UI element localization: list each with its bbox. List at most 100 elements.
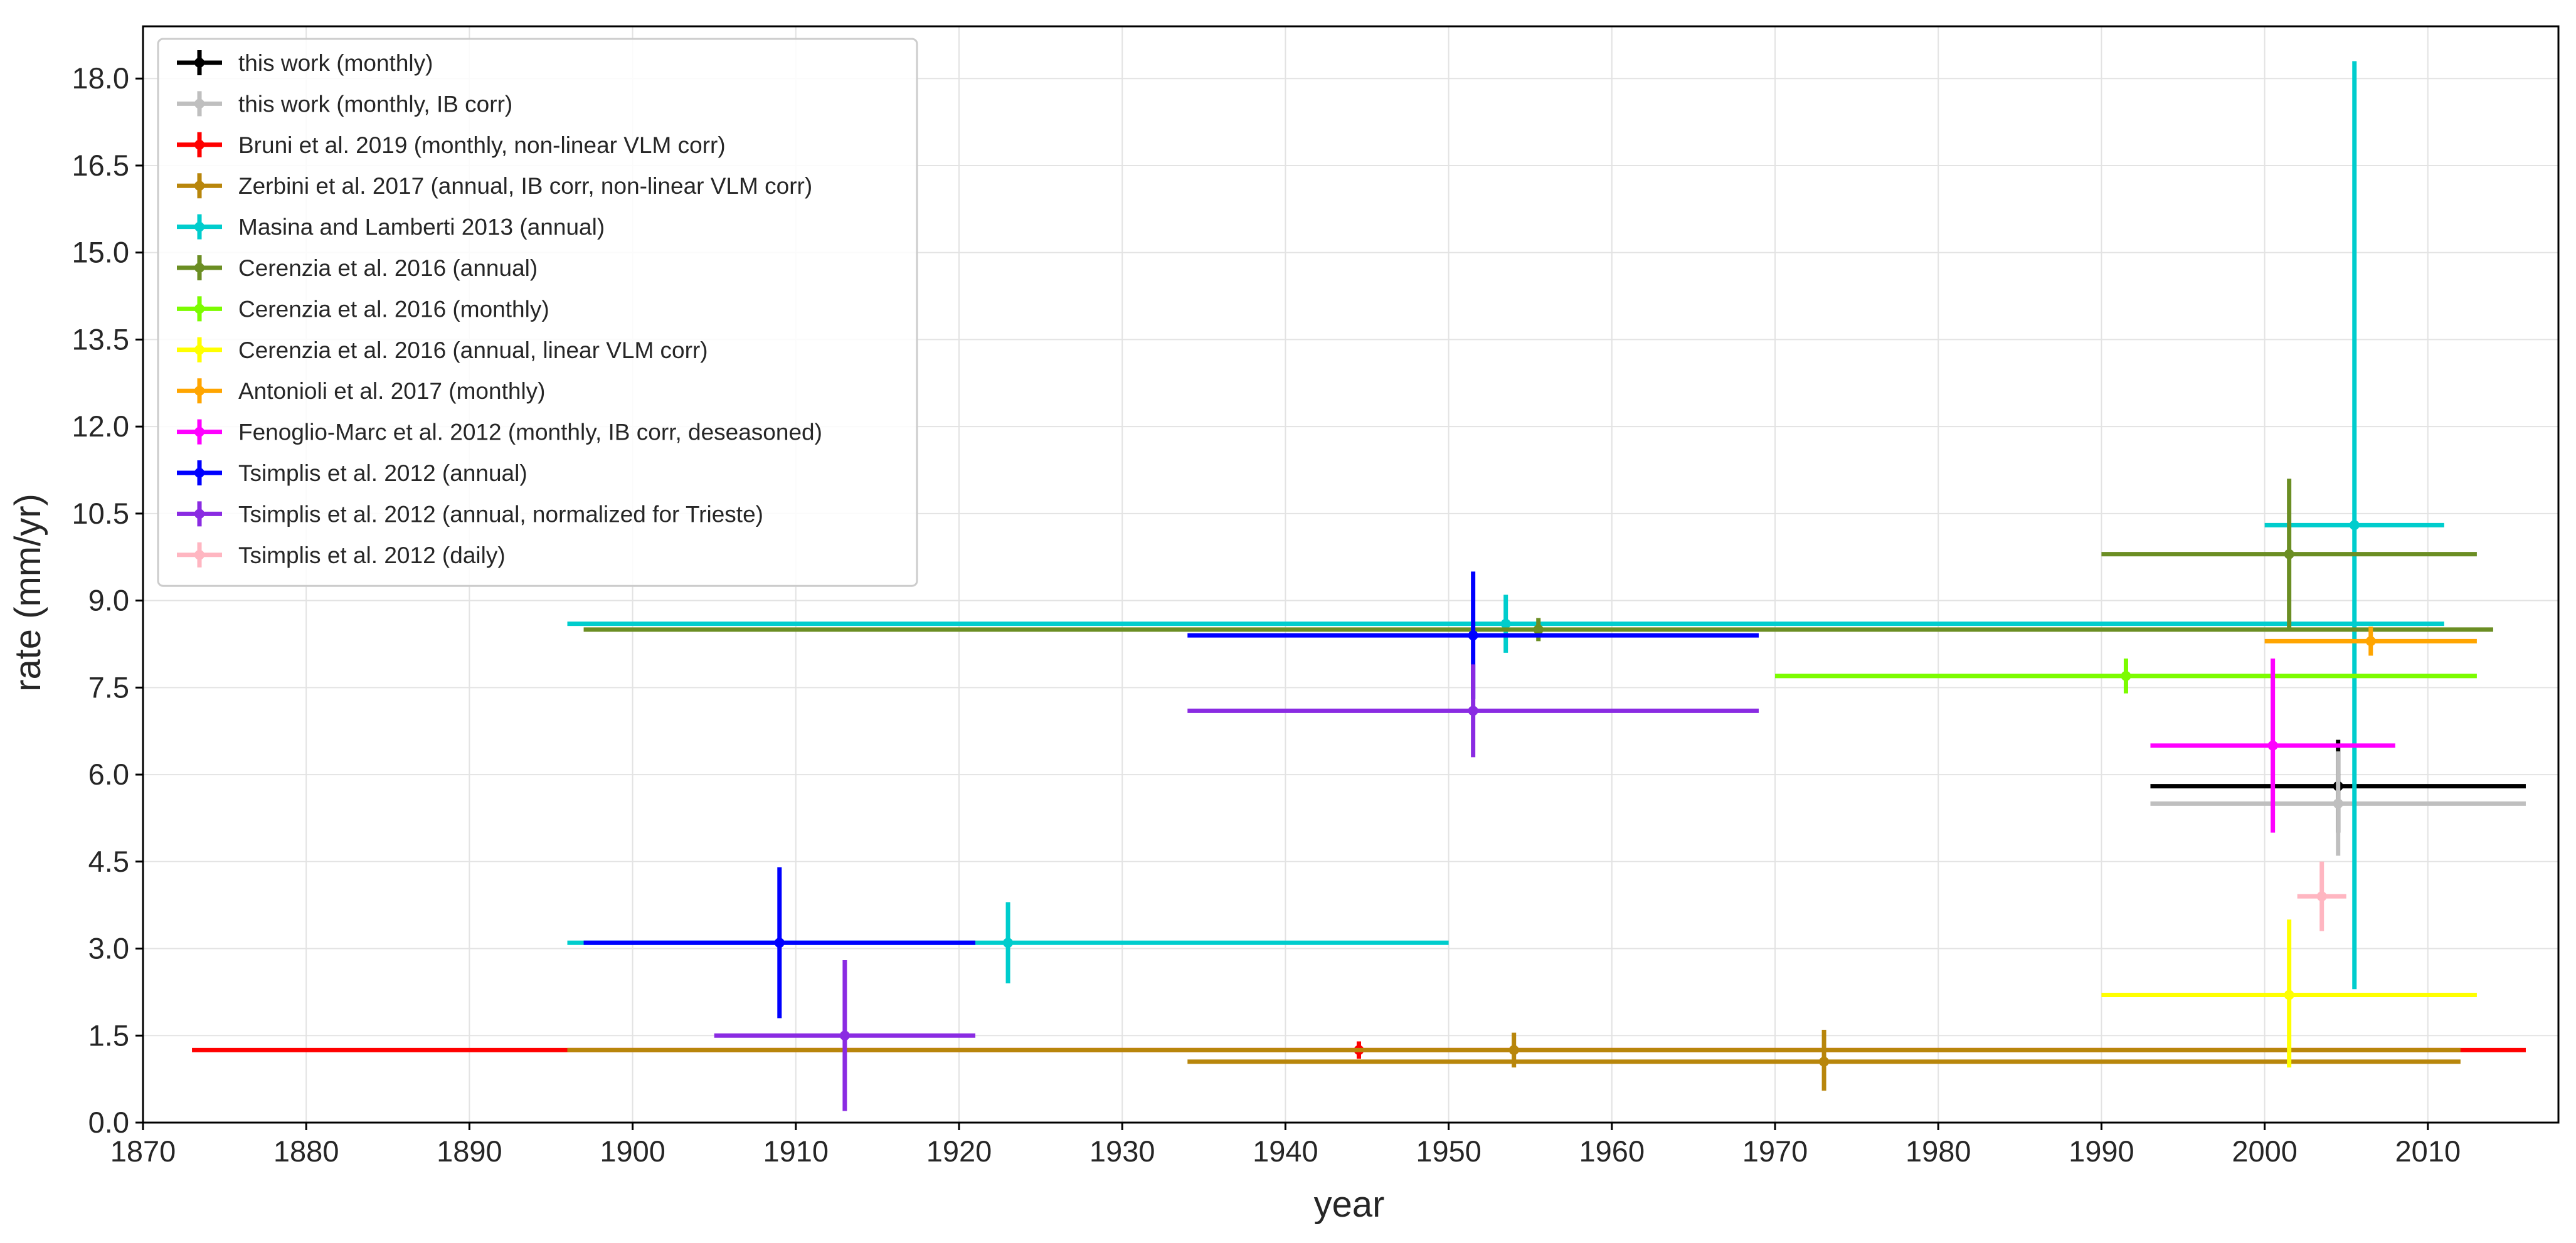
legend-label: Zerbini et al. 2017 (annual, IB corr, no… <box>238 173 812 199</box>
data-point-marker <box>1468 706 1478 716</box>
plot-area <box>192 61 2526 1111</box>
legend-entry: Tsimplis et al. 2012 (daily) <box>177 542 506 568</box>
x-tick-label: 2000 <box>2232 1135 2298 1168</box>
data-point-marker <box>1819 1056 1830 1067</box>
legend-swatch-marker <box>194 221 204 232</box>
legend-swatch-marker <box>194 181 204 191</box>
y-tick-label: 3.0 <box>88 932 129 965</box>
y-tick-label: 10.5 <box>72 497 129 530</box>
legend-swatch-marker <box>194 98 204 109</box>
errorbar-point <box>2150 751 2526 856</box>
legend-entry: Bruni et al. 2019 (monthly, non-linear V… <box>177 132 726 158</box>
y-tick-label: 12.0 <box>72 410 129 443</box>
legend-label: Cerenzia et al. 2016 (annual, linear VLM… <box>238 337 708 363</box>
legend-label: Cerenzia et al. 2016 (monthly) <box>238 296 549 322</box>
legend: this work (monthly) this work (monthly, I… <box>157 38 918 587</box>
errorbar-point <box>1187 664 1759 758</box>
legend-swatch-marker <box>194 549 204 560</box>
legend-entry: Tsimplis et al. 2012 (annual) <box>177 460 527 486</box>
y-tick-label: 18.0 <box>72 61 129 95</box>
x-tick-label: 1990 <box>2069 1135 2134 1168</box>
data-point-marker <box>2316 891 2327 902</box>
errorbar-point <box>567 595 2444 653</box>
x-tick-label: 1880 <box>273 1135 339 1168</box>
legend-entry: Tsimplis et al. 2012 (annual, normalized… <box>177 501 763 527</box>
y-tick-label: 16.5 <box>72 149 129 182</box>
errorbar-point <box>2297 861 2346 931</box>
errorbar-point <box>1775 659 2477 694</box>
data-point-marker <box>2267 740 2278 751</box>
data-point-marker <box>1500 618 1511 629</box>
data-point-marker <box>774 938 785 948</box>
errorbar-point <box>2264 627 2477 656</box>
y-tick-label: 1.5 <box>88 1018 129 1052</box>
x-tick-label: 1960 <box>1579 1135 1645 1168</box>
data-point-marker <box>2284 549 2294 559</box>
y-tick-label: 6.0 <box>88 758 129 791</box>
legend-label: this work (monthly, IB corr) <box>238 91 512 117</box>
legend-swatch-marker <box>194 386 204 396</box>
legend-label: Tsimplis et al. 2012 (daily) <box>238 542 506 568</box>
data-point-marker <box>2121 670 2131 681</box>
legend-entry: Cerenzia et al. 2016 (annual) <box>177 255 538 281</box>
legend-label: Bruni et al. 2019 (monthly, non-linear V… <box>238 132 726 158</box>
data-point-marker <box>1003 938 1014 948</box>
x-tick-label: 1950 <box>1416 1135 1481 1168</box>
legend-entry: this work (monthly, IB corr) <box>177 91 512 117</box>
errorbar-point <box>714 960 976 1111</box>
errorbar-point <box>2150 659 2395 833</box>
data-point-marker <box>839 1030 850 1041</box>
errorbar-point <box>2101 919 2477 1068</box>
y-tick-label: 15.0 <box>72 236 129 269</box>
errorbar-point <box>2101 479 2477 630</box>
legend-entry: Antonioli et al. 2017 (monthly) <box>177 378 546 404</box>
y-tick-label: 7.5 <box>88 670 129 704</box>
errorbar-point <box>1187 1030 2461 1091</box>
legend-label: Cerenzia et al. 2016 (annual) <box>238 255 538 281</box>
y-tick-label: 13.5 <box>72 322 129 356</box>
y-axis-title: rate (mm/yr) <box>8 494 48 692</box>
x-tick-label: 1930 <box>1089 1135 1155 1168</box>
x-tick-label: 1920 <box>926 1135 992 1168</box>
legend-entry: this work (monthly) <box>177 50 433 76</box>
legend-label: this work (monthly) <box>238 50 433 76</box>
legend-swatch-marker <box>194 426 204 437</box>
legend-box <box>157 38 918 587</box>
data-point-marker <box>1468 630 1478 641</box>
legend-entry: Cerenzia et al. 2016 (monthly) <box>177 296 549 322</box>
x-tick-label: 1940 <box>1253 1135 1318 1168</box>
legend-entry: Zerbini et al. 2017 (annual, IB corr, no… <box>177 173 812 199</box>
data-point-marker <box>2333 798 2343 809</box>
legend-swatch-marker <box>194 139 204 150</box>
legend-entry: Masina and Lamberti 2013 (annual) <box>177 214 605 240</box>
legend-entry: Fenoglio-Marc et al. 2012 (monthly, IB c… <box>177 419 822 445</box>
data-point-marker <box>1533 624 1544 635</box>
x-tick-label: 2010 <box>2395 1135 2461 1168</box>
legend-swatch-marker <box>194 58 204 68</box>
x-tick-label: 1900 <box>600 1135 665 1168</box>
data-point-marker <box>2365 636 2376 647</box>
legend-swatch-marker <box>194 263 204 273</box>
x-tick-label: 1980 <box>1905 1135 1971 1168</box>
x-tick-label: 1910 <box>763 1135 829 1168</box>
y-tick-label: 9.0 <box>88 584 129 617</box>
errorbar-point <box>2264 61 2444 990</box>
y-tick-label: 0.0 <box>88 1106 129 1139</box>
data-point-marker <box>2349 520 2360 531</box>
data-point-marker <box>2284 990 2294 1000</box>
plot-frame <box>142 25 2560 1124</box>
legend-label: Fenoglio-Marc et al. 2012 (monthly, IB c… <box>238 420 822 445</box>
data-point-marker <box>1508 1045 1519 1055</box>
legend-swatch-marker <box>194 468 204 478</box>
x-tick-label: 1970 <box>1742 1135 1808 1168</box>
legend-label: Masina and Lamberti 2013 (annual) <box>238 214 605 240</box>
legend-entry: Cerenzia et al. 2016 (annual, linear VLM… <box>177 337 708 363</box>
x-tick-label: 1890 <box>437 1135 502 1168</box>
x-tick-label: 1870 <box>110 1135 176 1168</box>
errorbar-point <box>583 867 976 1018</box>
legend-label: Antonioli et al. 2017 (monthly) <box>238 378 546 404</box>
legend-label: Tsimplis et al. 2012 (annual, normalized… <box>238 501 763 527</box>
legend-swatch-marker <box>194 509 204 519</box>
